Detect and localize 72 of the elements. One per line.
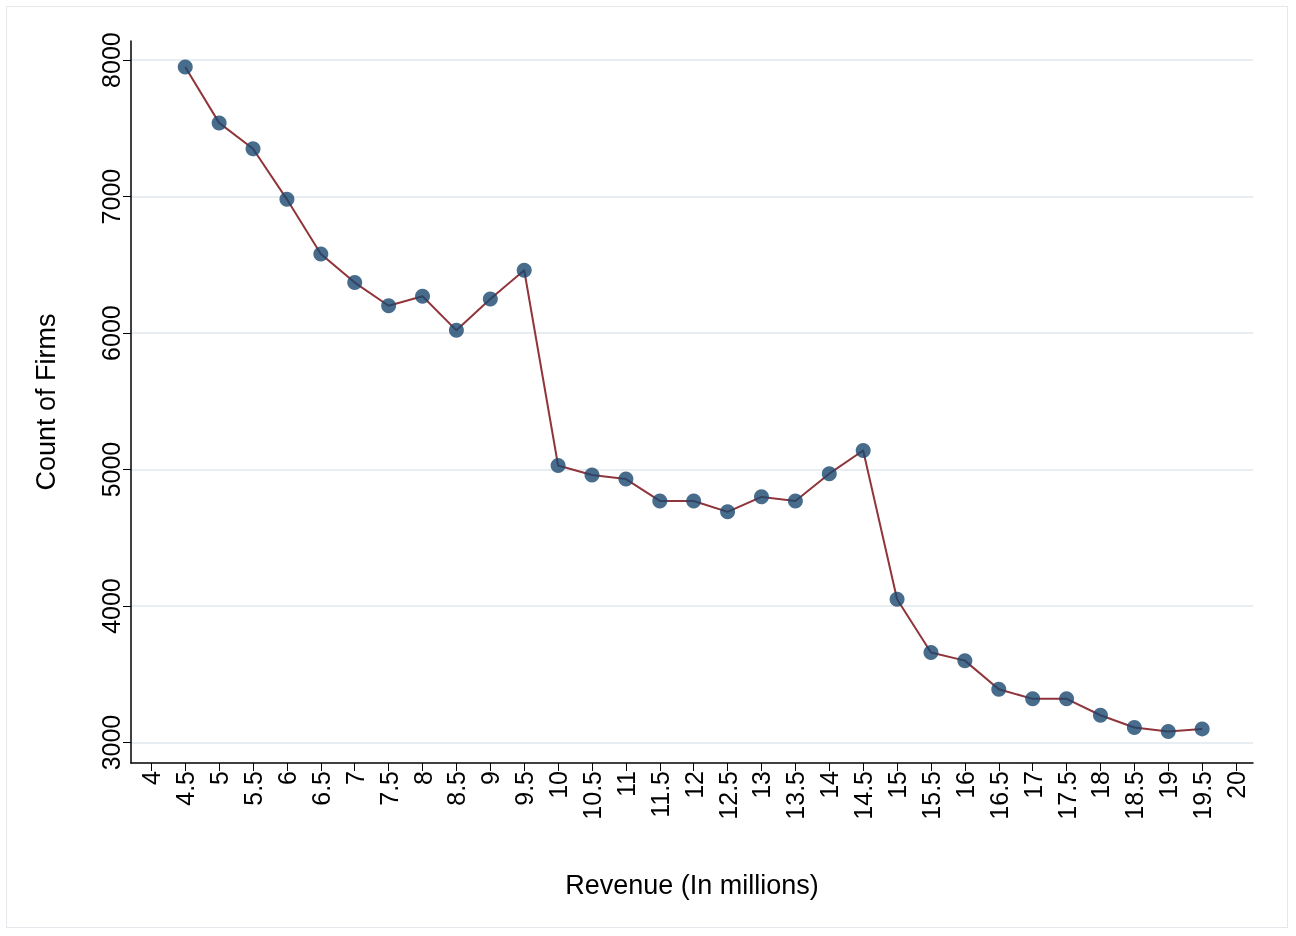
point	[279, 191, 295, 207]
point	[720, 504, 736, 520]
point	[245, 141, 261, 157]
y-tick-label: 4000	[96, 578, 125, 634]
point	[211, 115, 227, 131]
x-tick-label: 7.5	[374, 771, 403, 806]
point	[618, 471, 634, 487]
x-tick-label: 18.5	[1120, 771, 1149, 820]
y-tick-label: 6000	[96, 305, 125, 361]
point	[754, 489, 769, 505]
point	[347, 275, 363, 291]
x-tick-label: 9.5	[510, 771, 539, 806]
point	[177, 59, 193, 75]
x-tick-label: 17.5	[1052, 771, 1081, 820]
x-tick-label: 13	[747, 771, 776, 799]
x-tick-label: 7	[340, 771, 369, 785]
x-tick-label: 10.5	[578, 771, 606, 820]
point	[923, 644, 939, 660]
y-tick-label: 8000	[96, 32, 125, 88]
point	[516, 262, 532, 278]
point	[821, 466, 837, 482]
x-tick-label: 9	[476, 771, 505, 785]
x-tick-label: 6.5	[306, 771, 335, 806]
x-tick-label: 11	[611, 771, 640, 797]
point	[991, 681, 1007, 697]
point	[1126, 720, 1142, 736]
x-axis-title: Revenue (In millions)	[565, 869, 819, 900]
x-tick-label: 20	[1222, 771, 1251, 799]
x-tick-label: 13.5	[781, 771, 810, 820]
point	[1160, 724, 1176, 740]
y-tick-label: 3000	[96, 714, 125, 771]
x-tick-label: 19.5	[1188, 771, 1217, 820]
x-tick-label: 16.5	[984, 771, 1013, 820]
point	[855, 442, 871, 458]
x-tick-label: 11.5	[645, 771, 674, 818]
point	[550, 457, 566, 473]
point	[482, 291, 498, 307]
point	[415, 288, 431, 304]
x-tick-label: 18	[1086, 771, 1115, 799]
point	[1092, 707, 1108, 723]
x-tick-label: 14.5	[849, 771, 878, 820]
x-tick-label: 4	[137, 770, 166, 785]
x-tick-label: 12	[679, 771, 708, 799]
point	[313, 246, 329, 262]
point	[381, 298, 397, 314]
x-tick-label: 15.5	[916, 771, 945, 820]
y-axis-title: Count of Firms	[30, 313, 61, 491]
x-tick-label: 8	[408, 771, 437, 785]
x-tick-label: 19	[1154, 771, 1183, 799]
x-tick-label: 16	[950, 771, 979, 799]
y-tick-label: 5000	[96, 441, 125, 498]
point	[787, 493, 803, 509]
point	[448, 322, 464, 338]
point	[1059, 691, 1075, 707]
x-tick-label: 12.5	[713, 771, 742, 820]
x-tick-label: 17	[1018, 771, 1047, 799]
point	[686, 493, 702, 509]
x-tick-label: 14	[815, 770, 844, 799]
x-tick-label: 4.5	[171, 771, 200, 806]
x-tick-label: 6	[272, 771, 301, 785]
x-tick-label: 5	[205, 771, 234, 785]
point	[1025, 691, 1041, 707]
point	[652, 493, 668, 509]
point	[584, 467, 600, 483]
x-tick-label: 15	[883, 771, 912, 799]
x-tick-label: 5.5	[239, 771, 268, 806]
x-tick-label: 10	[544, 771, 573, 799]
x-tick-label: 8.5	[442, 771, 471, 806]
point	[889, 591, 905, 607]
point	[1194, 721, 1210, 737]
y-tick-label: 7000	[96, 168, 125, 225]
point	[957, 653, 973, 669]
